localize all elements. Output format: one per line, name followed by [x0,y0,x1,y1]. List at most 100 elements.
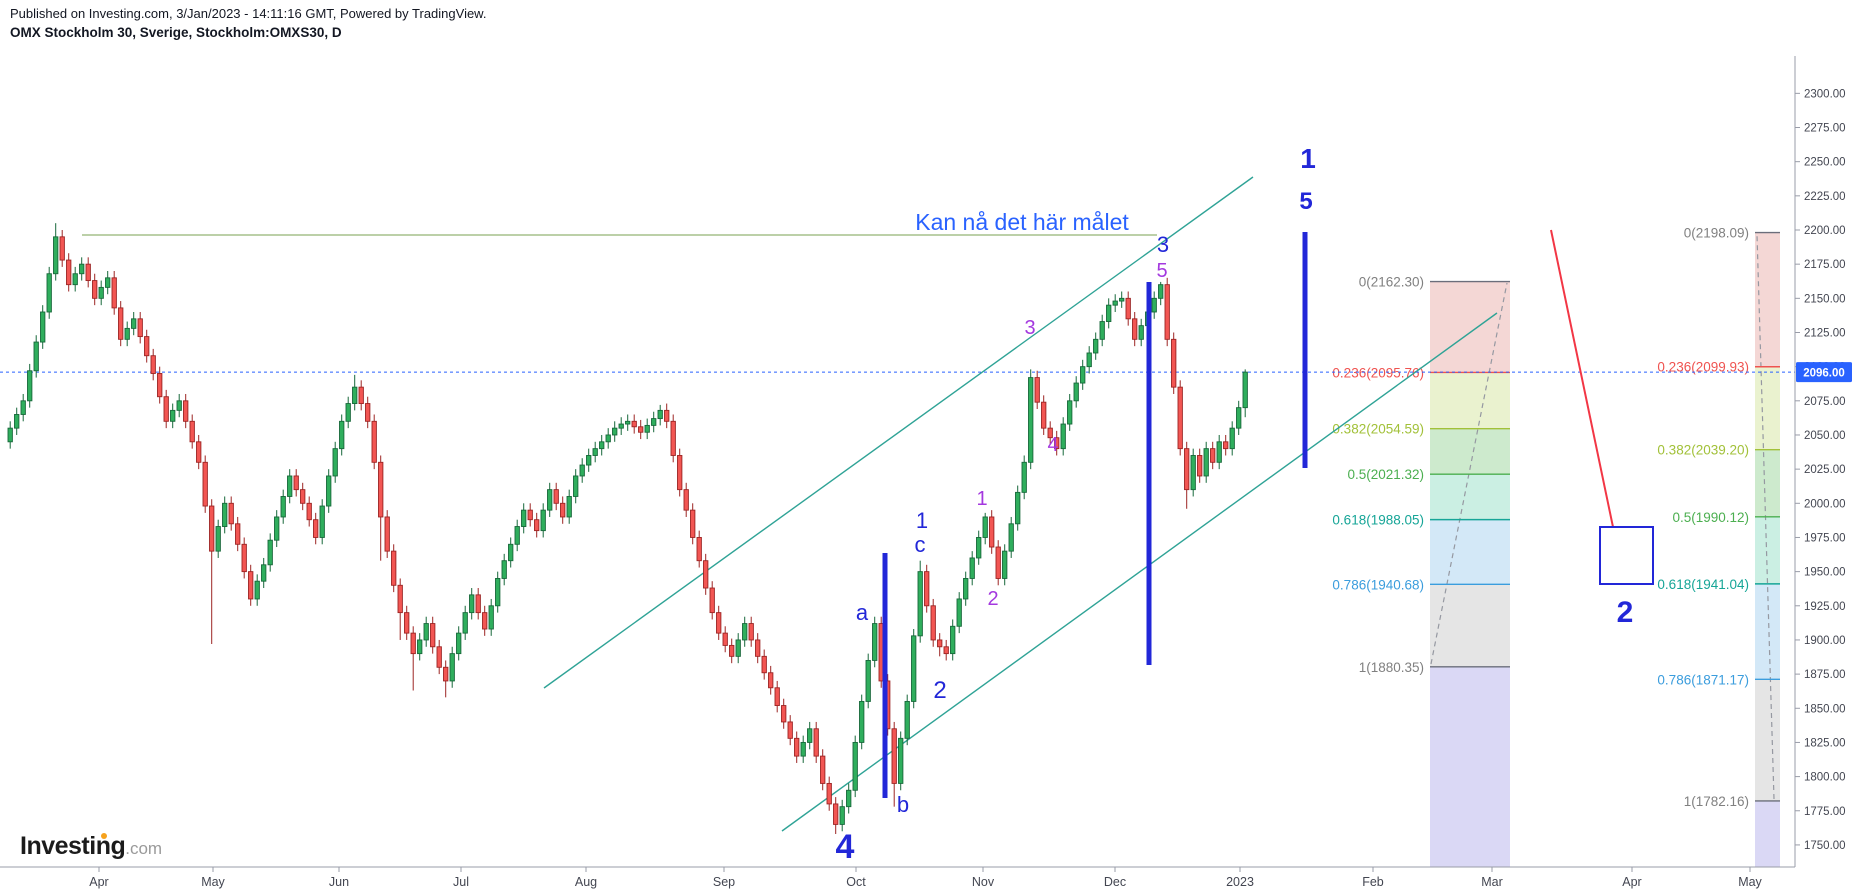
candle [1171,338,1177,388]
candle [27,370,33,402]
candle [729,644,735,657]
candle [293,475,299,491]
candlestick-series [7,223,1248,834]
candle [1041,401,1047,429]
candle [592,448,598,456]
wave-label-4[interactable]: 4 [836,828,855,866]
candle [846,789,852,808]
candle [859,700,865,743]
candle [657,409,663,420]
current-price-badge: 2096.00 [1796,362,1852,383]
price-tick-label: 1850.00 [1804,703,1846,715]
candle [1099,321,1105,340]
wave-label-5[interactable]: 5 [1156,260,1167,282]
candle [436,646,442,668]
current-price-value: 2096.00 [1803,368,1845,380]
wave-label-1[interactable]: 1 [1300,143,1316,174]
wave-label-a[interactable]: a [856,600,869,625]
wave-label-4[interactable]: 4 [1047,434,1058,456]
candle [540,509,546,532]
candle [397,584,403,614]
candle [1028,377,1034,463]
candle [495,578,501,607]
fib-level-label: 0.5(2021.32) [1347,467,1424,482]
time-tick-label: Sep [713,875,735,889]
candle [124,327,130,340]
candle [638,426,644,433]
candle [59,236,65,261]
candle [378,461,384,518]
candle [1197,455,1203,477]
trend-channel-line[interactable] [781,312,1498,832]
time-tick-label: May [201,875,225,889]
candle [449,653,455,682]
wave-label-1[interactable]: 1 [976,488,987,510]
red-projection-line[interactable] [1550,229,1614,528]
candle [547,489,553,511]
fib-band [1755,366,1780,450]
candle [40,311,46,343]
wave-label-2[interactable]: 2 [1617,596,1634,629]
candle [1177,386,1183,450]
trend-channel-line[interactable] [543,176,1254,689]
time-axis[interactable]: Apr May Jun Jul Aug Sep Oct Nov Dec 2023 Feb Mar Apr… [89,867,1763,889]
candle [14,414,20,429]
candle [722,632,728,646]
candle [33,341,39,372]
candle [196,441,202,463]
candle [514,526,520,545]
candle [20,400,26,415]
wave-label-2[interactable]: 2 [933,677,946,704]
price-tick-label: 2275.00 [1804,123,1846,135]
fib-level-label: 0.382(2039.20) [1657,443,1749,458]
candle [579,464,585,477]
investing-logo-suffix: .com [125,839,163,858]
fib-trend-dashed-line[interactable] [1430,282,1508,665]
candle [1002,550,1008,579]
candle [917,571,923,637]
fib-band [1755,679,1780,801]
candle [982,516,988,538]
candle [501,560,507,579]
price-tick-label: 2075.00 [1804,396,1846,408]
candle [111,277,117,309]
candle [774,687,780,706]
fib-retracement-2[interactable]: 0(2198.09) 0.236(2099.93) 0.382(2039.20) 0.… [1657,226,1780,867]
candle [898,737,904,784]
wave-label-1[interactable]: 1 [916,508,928,533]
price-tick-label: 1900.00 [1804,635,1846,647]
fib-level-label: 1(1782.16) [1684,794,1749,809]
price-axis[interactable]: 2300.00 2275.00 2250.00 2225.00 2200.00 2175.… [1795,88,1846,852]
candle [254,580,260,600]
wave-label-5[interactable]: 5 [1299,188,1312,215]
candle [1015,491,1021,525]
wave-label-3[interactable]: 3 [1024,317,1035,339]
wave-label-3[interactable]: 3 [1157,232,1169,257]
candle [1060,423,1066,450]
candle [599,441,605,450]
fib-level-label: 1(1880.35) [1359,660,1424,675]
candle [456,632,462,655]
candle [248,571,254,600]
wave2-target-rect[interactable] [1599,526,1654,585]
wave-label-2[interactable]: 2 [987,588,998,610]
candle [176,400,182,411]
candle [365,403,371,422]
candle [261,564,267,582]
candle [1119,297,1125,302]
wave-label-c[interactable]: c [915,532,926,557]
candle [703,560,709,589]
time-tick-label: Apr [89,875,108,889]
candle [131,318,137,329]
time-tick-label: Aug [575,875,597,889]
annotation-text[interactable]: Kan nå det här målet [915,209,1129,235]
time-tick-label: Nov [972,875,995,889]
candle [46,273,52,313]
wave-label-b[interactable]: b [897,792,909,817]
fib-retracement-1[interactable]: 0(2162.30) 0.236(2095.76) 0.382(2054.59) 0.… [1332,275,1510,867]
candle [605,434,611,443]
candle [1223,441,1229,450]
price-tick-label: 2175.00 [1804,259,1846,271]
candle [1242,371,1248,409]
